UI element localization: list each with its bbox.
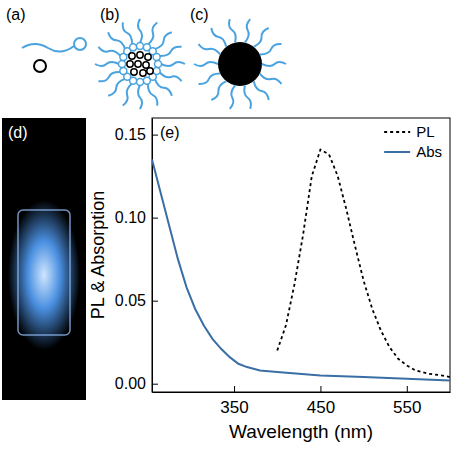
surfactant-tail	[138, 19, 142, 43]
particle	[127, 61, 133, 67]
surfactant-tail	[155, 79, 172, 96]
surfactant-head	[74, 38, 86, 50]
legend-label: PL	[416, 123, 434, 140]
series-line	[277, 150, 450, 378]
figure: (a) (b) (c) (d) 350 450 550 0.00 0.05 0.10 0.15 Wav…	[0, 0, 462, 449]
legend-entry: PL	[384, 123, 434, 140]
surfactant-tail	[22, 44, 74, 52]
surfactant-tail	[199, 74, 221, 84]
y-axis-title: PL & Absorption	[88, 191, 108, 319]
vial	[18, 210, 70, 335]
surfactant-head	[143, 77, 150, 84]
legend: PL Abs	[384, 123, 442, 160]
panel-label: (c)	[190, 6, 209, 23]
x-tick-mark	[234, 386, 235, 392]
surfactant-tail	[123, 22, 132, 44]
vial-glow	[8, 200, 80, 350]
surfactant-head	[153, 54, 160, 61]
surfactant-tail	[254, 28, 269, 47]
surfactant-tail	[262, 62, 286, 66]
surfactant-tail	[123, 83, 132, 105]
surfactant-head	[155, 61, 162, 68]
x-tick-mark	[320, 386, 321, 392]
surfactant-tail	[229, 19, 236, 42]
nanoparticle	[218, 42, 262, 86]
surfactant-tail	[98, 47, 120, 56]
photo-background	[2, 118, 86, 400]
surfactant-tail	[211, 28, 226, 47]
surfactant-tail	[194, 62, 218, 66]
y-tick-mark	[152, 301, 158, 302]
surfactant-tail	[211, 81, 226, 100]
surfactant-tail	[159, 72, 181, 81]
legend-entry: Abs	[384, 143, 442, 160]
surfactant-tail	[148, 83, 157, 105]
particle	[143, 62, 149, 68]
surfactant-tail	[138, 85, 142, 109]
surfactant-head	[137, 43, 144, 50]
y-tick: 0.05	[115, 292, 158, 309]
surfactant-tail	[108, 32, 125, 49]
surfactant-tail	[159, 47, 181, 56]
particle	[140, 70, 146, 76]
surfactant-tail	[245, 19, 250, 42]
panel-label: (d)	[8, 124, 28, 141]
surfactant-head	[137, 79, 144, 86]
panel-label: (b)	[100, 6, 120, 23]
particle	[135, 61, 141, 67]
surfactant-tail	[199, 44, 221, 54]
x-tick-mark	[407, 386, 408, 392]
surfactant-tail	[108, 79, 125, 96]
legend-label: Abs	[416, 143, 442, 160]
x-tick: 450	[307, 386, 335, 417]
particle	[131, 69, 137, 75]
surfactant-tail	[98, 72, 120, 81]
surfactant-tail	[95, 62, 119, 66]
x-tick: 350	[220, 386, 248, 417]
plot-lines	[152, 150, 450, 381]
surfactant-head	[130, 44, 137, 51]
series-line	[152, 160, 450, 381]
legend-swatch	[384, 131, 410, 133]
y-tick-label: 0.00	[115, 375, 146, 392]
particle	[137, 52, 143, 58]
panel-label: (e)	[160, 124, 180, 141]
surfactant-tail	[155, 32, 172, 49]
y-tick: 0.10	[115, 209, 158, 226]
y-tick: 0.15	[115, 126, 158, 143]
surfactant-tail	[260, 44, 282, 54]
particle	[145, 54, 151, 60]
plot-frame	[152, 118, 450, 392]
y-tick-mark	[152, 135, 158, 136]
y-axis: 0.00 0.05 0.10 0.15	[115, 119, 158, 393]
x-axis: 350 450 550	[153, 386, 451, 417]
surfactant-tail	[260, 74, 282, 84]
x-tick-label: 350	[220, 398, 248, 417]
surfactant-tail	[254, 81, 269, 100]
x-axis-title: Wavelength (nm)	[229, 421, 373, 442]
y-tick-label: 0.10	[115, 209, 146, 226]
panel-label: (a)	[6, 6, 26, 23]
y-tick: 0.00	[115, 375, 158, 392]
surfactant-head	[120, 67, 127, 74]
x-tick-label: 450	[307, 398, 335, 417]
legend-swatch	[384, 151, 410, 153]
y-tick-label: 0.05	[115, 292, 146, 309]
particle	[129, 53, 135, 59]
y-tick-label: 0.15	[115, 126, 146, 143]
schematics	[22, 19, 286, 109]
particle	[34, 60, 46, 72]
surfactant-head	[119, 61, 126, 68]
particle	[147, 68, 153, 74]
x-tick: 550	[393, 386, 421, 417]
x-axis-line	[153, 392, 451, 393]
surfactant-tail	[244, 85, 251, 108]
surfactant-tail	[230, 85, 235, 108]
y-tick-mark	[152, 218, 158, 219]
surfactant-tail	[148, 22, 157, 44]
x-tick-label: 550	[393, 398, 421, 417]
y-tick-mark	[152, 384, 158, 385]
surfactant-tail	[161, 62, 185, 66]
